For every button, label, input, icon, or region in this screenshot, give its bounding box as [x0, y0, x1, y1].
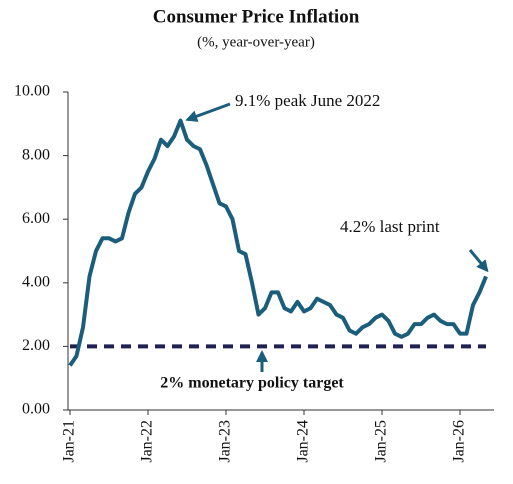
annotation: 9.1% peak June 2022	[235, 91, 380, 110]
y-tick-label: 2.00	[22, 337, 50, 354]
x-tick-label: Jan-21	[61, 420, 78, 463]
x-tick-label: Jan-25	[373, 420, 390, 463]
y-tick-label: 10.00	[14, 83, 50, 100]
chart-title: Consumer Price Inflation	[153, 6, 360, 27]
y-tick-label: 6.00	[22, 210, 50, 227]
x-tick-label: Jan-26	[451, 420, 468, 463]
y-tick-label: 0.00	[22, 401, 50, 418]
target-label: 2% monetary policy target	[160, 375, 344, 392]
annotation: 4.2% last print	[340, 217, 440, 236]
x-tick-label: Jan-22	[139, 420, 156, 463]
x-tick-label: Jan-23	[217, 420, 234, 463]
annotation-arrow	[185, 102, 231, 122]
x-tick-label: Jan-24	[295, 420, 312, 463]
line	[68, 118, 488, 367]
annotation-arrow	[468, 249, 489, 273]
y-tick-label: 4.00	[22, 273, 50, 290]
y-tick-label: 8.00	[22, 146, 50, 163]
chart-subtitle: (%, year-over-year)	[197, 34, 315, 50]
